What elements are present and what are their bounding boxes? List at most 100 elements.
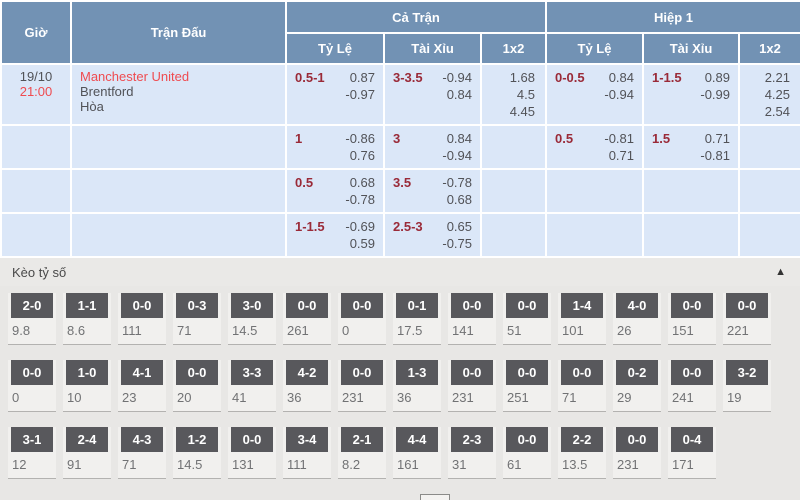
h1-ou-cell[interactable]: 1-1.5 0.89 -0.99 [642, 63, 740, 126]
score-odds-cell[interactable]: 0-0 231 [338, 360, 386, 412]
score-odds-cell[interactable]: 0-0 221 [723, 293, 771, 345]
score-label: 0-3 [176, 293, 218, 318]
score-odds-cell[interactable]: 0-2 29 [613, 360, 661, 412]
score-odds-cell[interactable]: 0-0 0 [338, 293, 386, 345]
score-odds-cell[interactable]: 0-0 141 [448, 293, 496, 345]
score-odds-cell[interactable]: 4-3 71 [118, 427, 166, 479]
ft-ou-cell[interactable]: 3.5 -0.78 0.68 [383, 168, 482, 214]
score-odds-value: 31 [452, 457, 467, 472]
odds-value: -0.97 [345, 87, 375, 102]
score-odds-cell[interactable]: 0-0 151 [668, 293, 716, 345]
ft-1x2-cell[interactable] [480, 168, 547, 214]
score-odds-cell[interactable]: 0-0 61 [503, 427, 551, 479]
ft-ou-cell[interactable]: 3-3.5 -0.94 0.84 [383, 63, 482, 126]
score-odds-cell[interactable]: 0-0 241 [668, 360, 716, 412]
other-score-value-box[interactable]: 0 [420, 494, 451, 500]
h1-handicap-cell[interactable] [545, 212, 644, 258]
score-odds-cell[interactable]: 2-3 31 [448, 427, 496, 479]
score-odds-cell[interactable]: 3-3 41 [228, 360, 276, 412]
ft-handicap-cell[interactable]: 1-1.5 -0.69 0.59 [285, 212, 385, 258]
score-label: 0-2 [616, 360, 658, 385]
score-odds-cell[interactable]: 4-0 26 [613, 293, 661, 345]
odds-value: -0.94 [604, 87, 634, 102]
score-odds-cell[interactable]: 0-0 0 [8, 360, 56, 412]
score-label: 0-0 [341, 360, 383, 385]
score-odds-cell[interactable]: 3-1 12 [8, 427, 56, 479]
h1-handicap-cell[interactable] [545, 168, 644, 214]
h1-1x2-cell[interactable]: 2.21 4.25 2.54 [738, 63, 800, 126]
score-odds-cell[interactable]: 1-4 101 [558, 293, 606, 345]
score-odds-cell[interactable]: 2-2 13.5 [558, 427, 606, 479]
match-time: 21:00 [19, 84, 53, 99]
odds-value: -0.78 [345, 192, 375, 207]
score-odds-cell[interactable]: 0-0 261 [283, 293, 331, 345]
h1-handicap-cell[interactable]: 0-0.5 0.84 -0.94 [545, 63, 644, 126]
score-odds-value: 12 [12, 457, 27, 472]
score-odds-cell[interactable]: 0-3 71 [173, 293, 221, 345]
score-odds-cell[interactable]: 0-0 131 [228, 427, 276, 479]
score-label: 1-0 [66, 360, 108, 385]
score-odds-cell[interactable]: 3-4 111 [283, 427, 331, 479]
score-odds-cell[interactable]: 0-0 251 [503, 360, 551, 412]
score-label: 0-0 [726, 293, 768, 318]
score-odds-cell[interactable]: 1-1 8.6 [63, 293, 111, 345]
score-label: 0-0 [451, 360, 493, 385]
score-odds-cell[interactable]: 1-0 10 [63, 360, 111, 412]
score-odds-cell[interactable]: 3-2 19 [723, 360, 771, 412]
h1-handicap-cell[interactable]: 0.5 -0.81 0.71 [545, 124, 644, 170]
score-odds-cell[interactable]: 3-0 14.5 [228, 293, 276, 345]
ft-handicap-cell[interactable]: 1 -0.86 0.76 [285, 124, 385, 170]
ft-1x2-cell[interactable]: 1.68 4.5 4.45 [480, 63, 547, 126]
ft-ou-cell[interactable]: 2.5-3 0.65 -0.75 [383, 212, 482, 258]
score-odds-cell[interactable]: 2-1 8.2 [338, 427, 386, 479]
score-odds-cell[interactable]: 0-0 71 [558, 360, 606, 412]
collapse-arrow-icon[interactable]: ▲ [775, 266, 786, 278]
ou-line: 3.5 [393, 175, 412, 190]
score-odds-cell[interactable]: 1-3 36 [393, 360, 441, 412]
h1-handicap-header: Tỷ Lệ [545, 32, 644, 65]
time-cell [0, 168, 72, 214]
score-odds-cell[interactable]: 2-4 91 [63, 427, 111, 479]
odds-row: 1-1.5 -0.69 0.59 2.5-3 0.65 -0.75 [0, 212, 800, 258]
score-label: 4-4 [396, 427, 438, 452]
h1-ou-cell[interactable] [642, 212, 740, 258]
odds-value: 0.76 [349, 148, 375, 163]
score-odds-cell[interactable]: 0-1 17.5 [393, 293, 441, 345]
score-odds-cell[interactable]: 0-0 51 [503, 293, 551, 345]
score-odds-cell[interactable]: 1-2 14.5 [173, 427, 221, 479]
score-odds-cell[interactable]: 0-4 171 [668, 427, 716, 479]
score-odds-cell[interactable]: 0-0 231 [613, 427, 661, 479]
odds-value: 0.84 [608, 70, 634, 85]
ft-handicap-cell[interactable]: 0.5 0.68 -0.78 [285, 168, 385, 214]
score-odds-cell[interactable]: 4-2 36 [283, 360, 331, 412]
h1-1x2-cell[interactable] [738, 212, 800, 258]
score-odds-cell[interactable]: 0-0 111 [118, 293, 166, 345]
score-odds-value: 231 [342, 390, 364, 405]
home-team: Manchester United [80, 69, 190, 84]
handicap-line: 1-1.5 [295, 219, 325, 234]
score-odds-cell[interactable]: 0-0 20 [173, 360, 221, 412]
score-odds-value: 8.2 [342, 457, 361, 472]
h1-1x2-cell[interactable] [738, 124, 800, 170]
score-odds-value: 29 [617, 390, 632, 405]
score-odds-value: 151 [672, 323, 694, 338]
odds-row: 0.5 0.68 -0.78 3.5 -0.78 0.68 [0, 168, 800, 214]
h1-1x2-cell[interactable] [738, 168, 800, 214]
score-odds-cell[interactable]: 4-4 161 [393, 427, 441, 479]
h1-ou-cell[interactable] [642, 168, 740, 214]
score-odds-value: 91 [67, 457, 82, 472]
odds-value: -0.86 [345, 131, 375, 146]
correct-score-section: Kèo tỷ số ▲ 2-0 9.8 1-1 8.6 0-0 111 [0, 258, 800, 500]
odds-row: 1 -0.86 0.76 3 0.84 -0.94 0.5 -0.81 0.71 1.… [0, 124, 800, 170]
score-label: 0-0 [561, 360, 603, 385]
h1-ou-cell[interactable]: 1.5 0.71 -0.81 [642, 124, 740, 170]
ft-1x2-cell[interactable] [480, 124, 547, 170]
ft-handicap-cell[interactable]: 0.5-1 0.87 -0.97 [285, 63, 385, 126]
score-odds-cell[interactable]: 2-0 9.8 [8, 293, 56, 345]
score-section-header: Kèo tỷ số ▲ [0, 258, 800, 286]
score-odds-value: 171 [672, 457, 694, 472]
ft-ou-cell[interactable]: 3 0.84 -0.94 [383, 124, 482, 170]
ft-1x2-cell[interactable] [480, 212, 547, 258]
score-odds-cell[interactable]: 0-0 231 [448, 360, 496, 412]
score-odds-cell[interactable]: 4-1 23 [118, 360, 166, 412]
